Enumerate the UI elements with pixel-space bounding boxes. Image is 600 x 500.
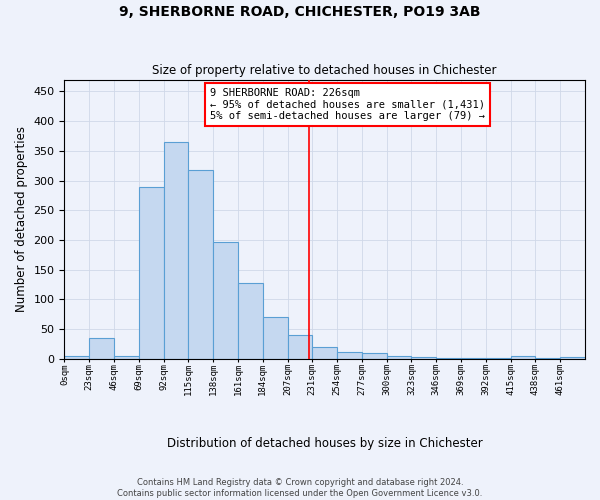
Bar [436, 358, 461, 359]
Bar [213, 242, 238, 359]
Text: Contains HM Land Registry data © Crown copyright and database right 2024.
Contai: Contains HM Land Registry data © Crown c… [118, 478, 482, 498]
Bar [560, 356, 585, 359]
Bar [511, 356, 535, 359]
Text: 9, SHERBORNE ROAD, CHICHESTER, PO19 3AB: 9, SHERBORNE ROAD, CHICHESTER, PO19 3AB [119, 5, 481, 19]
Bar [287, 334, 313, 359]
Bar [139, 186, 164, 359]
Bar [238, 284, 263, 359]
X-axis label: Distribution of detached houses by size in Chichester: Distribution of detached houses by size … [167, 437, 482, 450]
Bar [486, 358, 511, 359]
Y-axis label: Number of detached properties: Number of detached properties [15, 126, 28, 312]
Bar [114, 356, 139, 359]
Bar [64, 356, 89, 359]
Bar [164, 142, 188, 359]
Text: 9 SHERBORNE ROAD: 226sqm
← 95% of detached houses are smaller (1,431)
5% of semi: 9 SHERBORNE ROAD: 226sqm ← 95% of detach… [210, 88, 485, 121]
Title: Size of property relative to detached houses in Chichester: Size of property relative to detached ho… [152, 64, 497, 77]
Bar [89, 338, 114, 359]
Bar [412, 356, 436, 359]
Bar [535, 358, 560, 359]
Bar [337, 352, 362, 359]
Bar [362, 353, 386, 359]
Bar [461, 358, 486, 359]
Bar [386, 356, 412, 359]
Bar [188, 170, 213, 359]
Bar [263, 318, 287, 359]
Bar [313, 347, 337, 359]
